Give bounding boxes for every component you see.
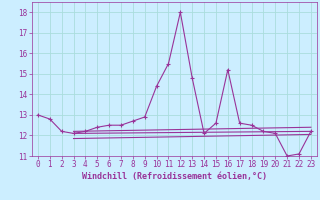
X-axis label: Windchill (Refroidissement éolien,°C): Windchill (Refroidissement éolien,°C) bbox=[82, 172, 267, 181]
